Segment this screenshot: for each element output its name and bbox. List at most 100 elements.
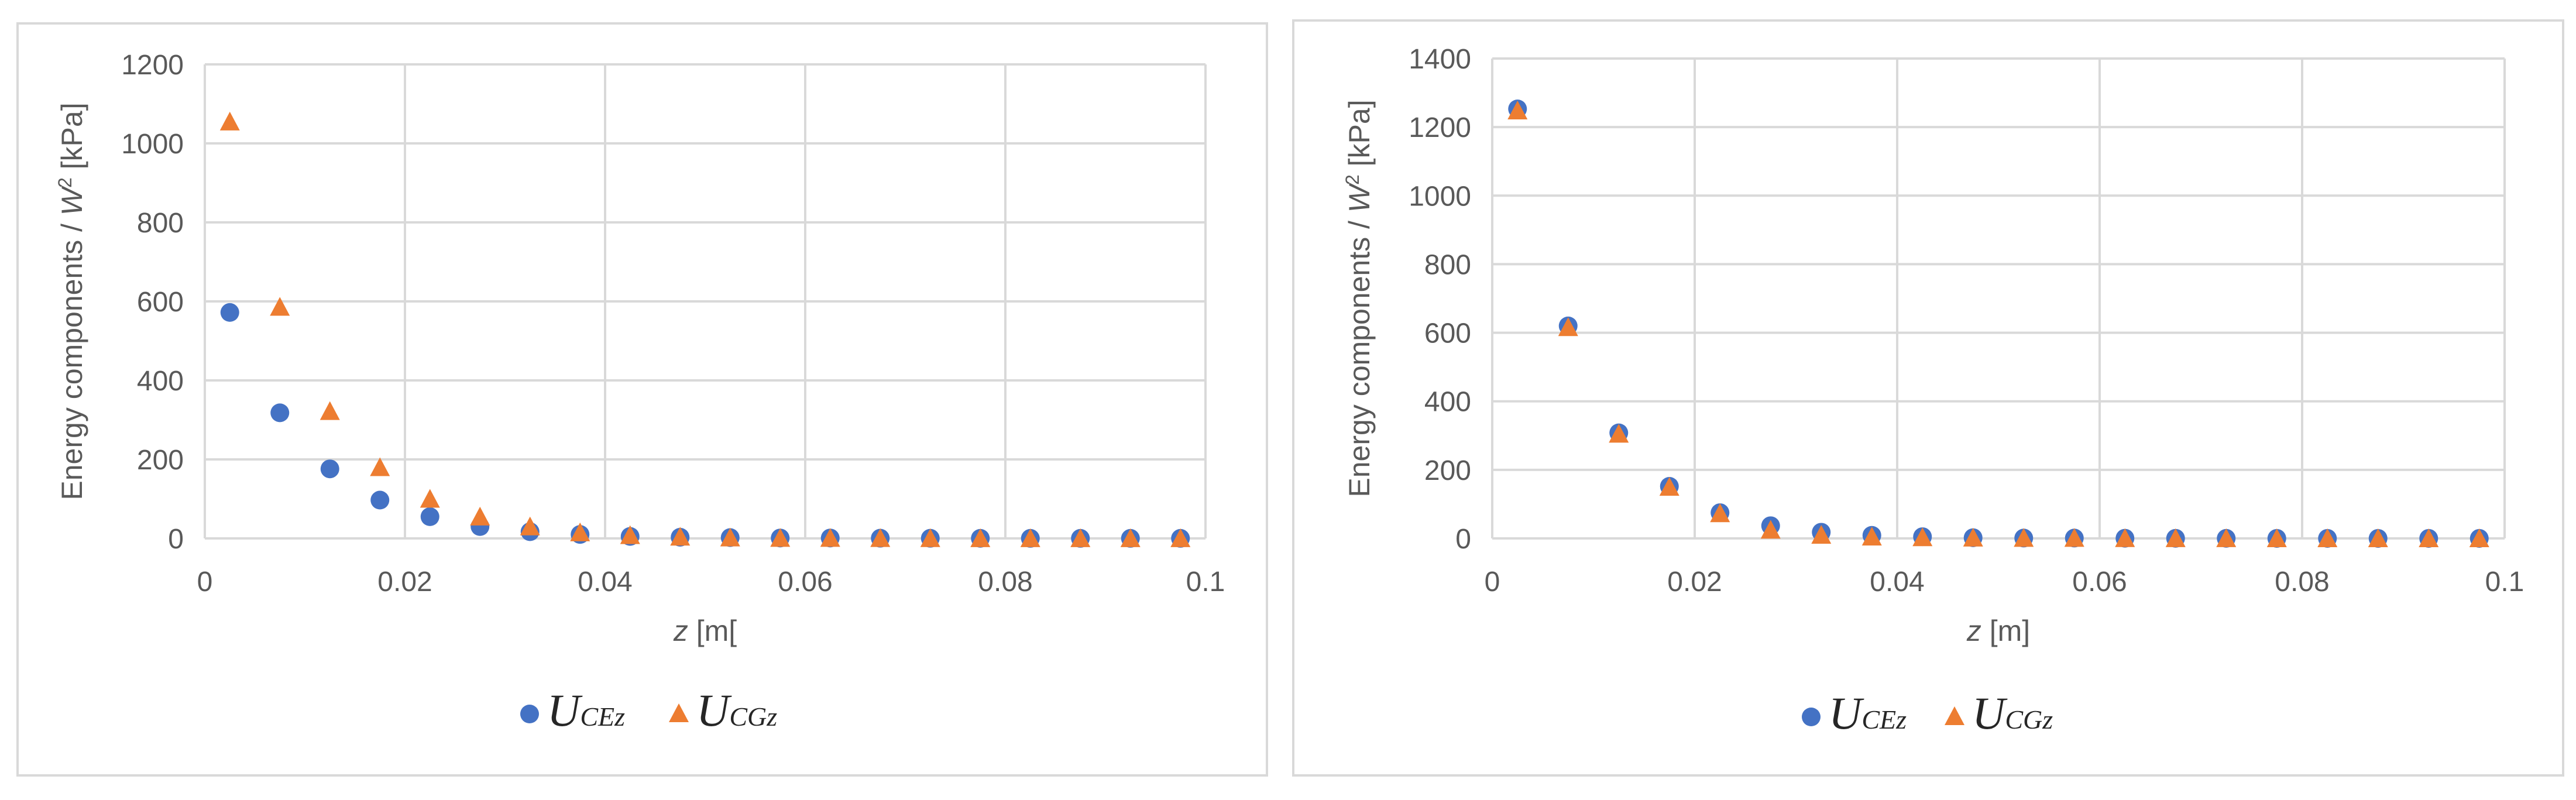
y-axis-label-variable: W — [56, 185, 88, 215]
x-axis-label-variable: z — [1966, 614, 1981, 647]
legend-marker-triangle — [1945, 706, 1964, 725]
series-cgz — [1507, 101, 2489, 547]
y-tick-label: 1000 — [121, 129, 184, 160]
x-tick-label: 0.04 — [1870, 566, 1924, 598]
x-axis-label-variable: z — [673, 614, 688, 647]
y-axis-label-text: Energy components / — [56, 215, 88, 500]
legend-marker-circle — [1802, 708, 1821, 726]
data-point-cgz — [870, 528, 891, 547]
data-point-cgz — [770, 528, 791, 547]
y-tick-label: 800 — [137, 208, 184, 239]
data-point-cgz — [1507, 101, 1528, 120]
x-tick-label: 0.1 — [1186, 566, 1225, 598]
data-point-cez — [320, 459, 339, 479]
y-tick-label: 1200 — [1409, 112, 1471, 143]
y-tick-label: 600 — [1424, 318, 1471, 349]
data-point-cgz — [1558, 317, 1578, 337]
data-point-cgz — [2469, 528, 2489, 547]
data-point-cgz — [1710, 503, 1730, 523]
data-point-cgz — [2165, 528, 2186, 547]
data-point-cgz — [420, 489, 440, 508]
legend-label-cez: UCEz — [547, 685, 625, 736]
y-tick-label: 200 — [1424, 455, 1471, 486]
legend-marker-circle — [520, 705, 539, 723]
data-point-cgz — [1609, 424, 1629, 443]
x-tick-label: 0.02 — [1667, 566, 1722, 598]
data-point-cgz — [1170, 528, 1191, 547]
data-point-cgz — [2216, 528, 2237, 547]
data-point-cgz — [1912, 527, 1933, 547]
x-axis-label-unit: [m] — [1981, 614, 2030, 647]
x-tick-label: 0.08 — [2275, 566, 2329, 598]
series-cgz — [219, 111, 1191, 547]
legend-label-main: U — [1972, 688, 2008, 739]
legend-label-subscript: CGz — [729, 702, 777, 732]
data-point-cez — [220, 303, 239, 322]
data-point-cgz — [2266, 528, 2287, 547]
legend-label-subscript: CEz — [1861, 705, 1907, 734]
y-tick-label: 800 — [1424, 249, 1471, 280]
data-point-cgz — [2115, 528, 2135, 547]
data-point-cgz — [820, 528, 840, 547]
y-axis-label-variable: W — [1343, 182, 1376, 212]
data-point-cgz — [670, 527, 691, 546]
data-point-cgz — [520, 516, 540, 535]
legend-marker-triangle — [669, 703, 689, 722]
chart-panel-right: 0 200 400 600 800 1000 1200 1400 0 0.02 0.04 0.06 0.… — [1282, 0, 2576, 800]
data-point-cgz — [620, 525, 640, 544]
data-point-cgz — [720, 527, 740, 547]
data-point-cez — [270, 403, 290, 423]
y-tick-label: 0 — [168, 524, 184, 555]
data-point-cgz — [320, 401, 340, 420]
x-tick-label: 0 — [197, 566, 213, 598]
y-tick-label: 1200 — [121, 50, 184, 81]
x-tick-label: 0.04 — [578, 566, 632, 598]
data-point-cgz — [2014, 528, 2034, 547]
data-point-cgz — [2317, 528, 2338, 547]
data-point-cgz — [270, 297, 290, 316]
legend-label-main: U — [1829, 688, 1864, 739]
y-tick-label: 0 — [1455, 524, 1471, 555]
y-tick-label: 1400 — [1409, 44, 1471, 75]
data-point-cgz — [970, 528, 991, 547]
data-point-cgz — [1811, 525, 1832, 544]
x-tick-label: 0.1 — [2485, 566, 2525, 598]
y-axis-label-unit: [kPa] — [56, 102, 88, 177]
y-tick-label: 1000 — [1409, 181, 1471, 212]
data-point-cgz — [1120, 528, 1141, 547]
y-tick-label: 600 — [137, 287, 184, 318]
legend-label-main: U — [547, 685, 583, 736]
y-axis-label: Energy components / W2 [kPa] — [54, 102, 88, 500]
x-tick-label: 0.06 — [2072, 566, 2127, 598]
y-axis-label-exponent: 2 — [54, 177, 75, 188]
x-tick-label: 0.06 — [778, 566, 832, 598]
y-axis-label-text: Energy components / — [1343, 212, 1376, 497]
legend: UCEz UCGz — [1802, 688, 2053, 739]
y-axis-label-unit: [kPa] — [1343, 99, 1376, 174]
x-tick-label: 0.08 — [978, 566, 1032, 598]
y-tick-label: 400 — [137, 366, 184, 397]
chart-frame — [16, 22, 1268, 777]
legend-label-main: U — [696, 685, 732, 736]
data-point-cgz — [1020, 528, 1040, 547]
data-point-cgz — [920, 528, 940, 547]
data-point-cgz — [570, 522, 590, 541]
data-point-cgz — [1861, 527, 1882, 546]
x-axis-label-unit: [m[ — [688, 614, 737, 647]
legend-label-cez: UCEz — [1829, 688, 1907, 739]
data-point-cez — [420, 507, 439, 526]
chart-left: 0 200 400 600 800 1000 1200 0 0.02 0.04 0.06 0.08 0.… — [16, 22, 1268, 777]
data-point-cgz — [2064, 528, 2084, 547]
data-point-cgz — [470, 506, 490, 526]
data-point-cgz — [1963, 527, 1983, 547]
y-axis-label: Energy components / W2 [kPa] — [1342, 99, 1376, 497]
data-point-cgz — [1760, 520, 1781, 539]
x-axis-label: z [m[ — [673, 614, 737, 647]
legend-label-cgz: UCGz — [1972, 688, 2053, 739]
chart-frame — [1292, 19, 2564, 777]
data-point-cgz — [219, 111, 240, 131]
chart-panel-left: 0 200 400 600 800 1000 1200 0 0.02 0.04 0.06 0.08 0.… — [0, 0, 1282, 800]
legend-label-subscript: CEz — [580, 702, 625, 732]
data-point-cez — [370, 490, 390, 510]
data-point-cgz — [2419, 528, 2439, 547]
